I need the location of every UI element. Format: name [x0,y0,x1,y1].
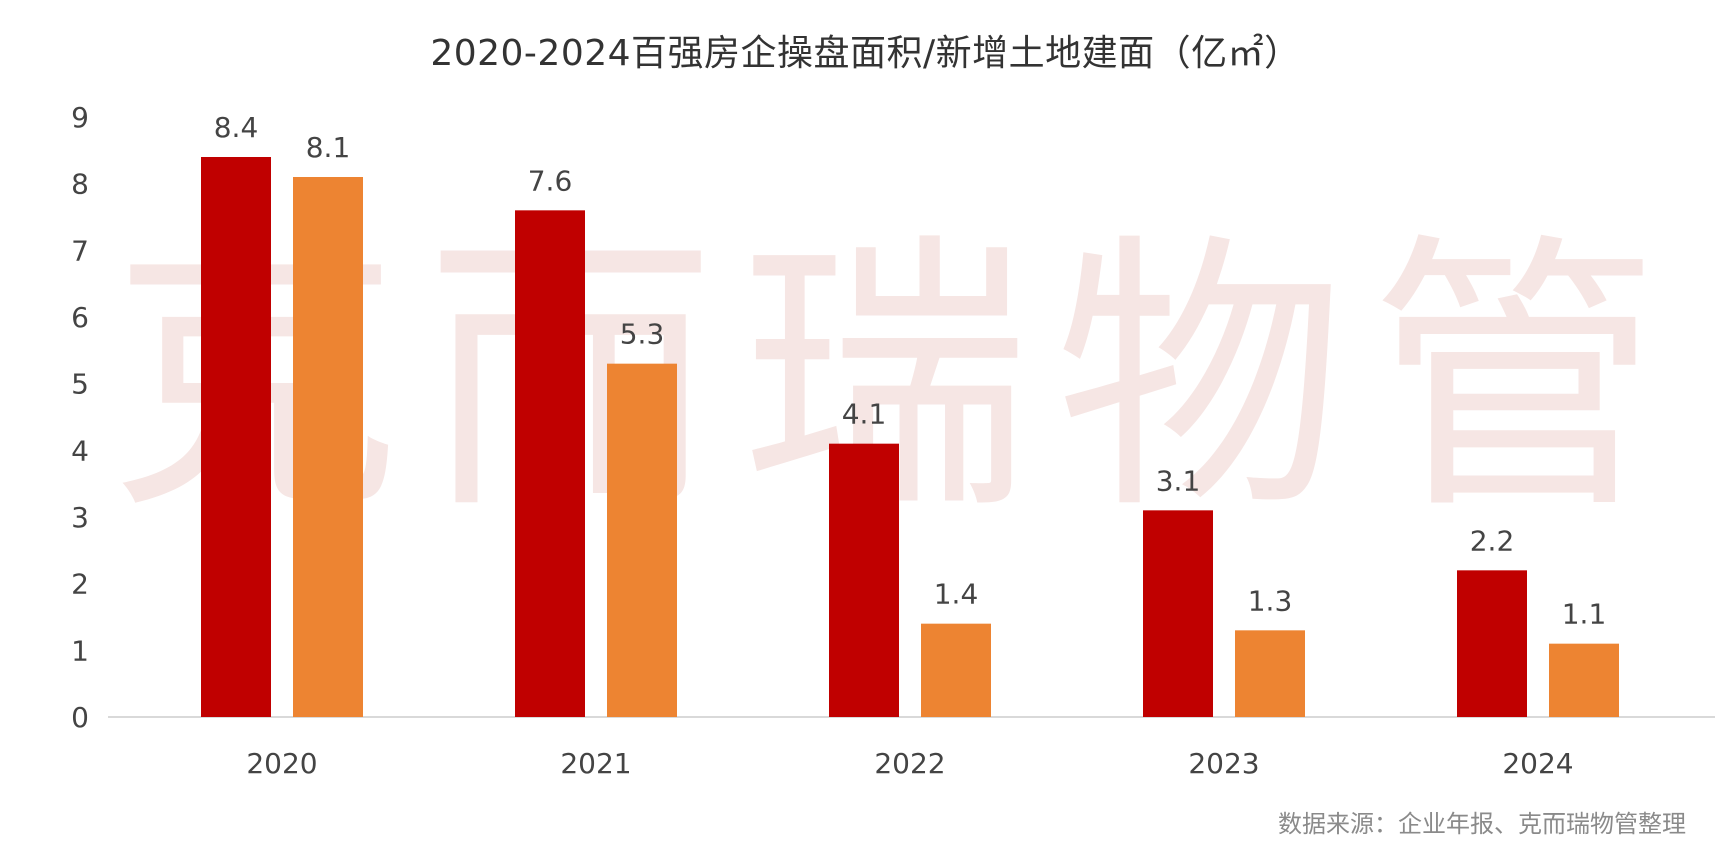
data-label: 1.3 [1248,584,1293,617]
bar-series-1 [1143,510,1213,717]
data-label: 2.2 [1470,524,1515,557]
x-tick-label: 2024 [1502,747,1573,780]
bar-series-1 [515,210,585,718]
data-label: 3.1 [1156,464,1201,497]
y-tick-label: 0 [71,701,89,734]
bar-series-2 [1549,643,1619,717]
data-label: 1.1 [1562,598,1607,631]
bar-series-1 [829,443,899,717]
y-tick-label: 6 [71,301,89,334]
y-tick-label: 4 [71,434,89,467]
bar-series-1 [1457,570,1527,717]
source-note: 数据来源：企业年报、克而瑞物管整理 [1278,810,1686,838]
y-tick-label: 2 [71,568,89,601]
bar-series-1 [201,157,271,717]
y-tick-label: 1 [71,634,89,667]
y-tick-label: 5 [71,368,89,401]
y-tick-label: 7 [71,234,89,267]
chart-title: 2020-2024百强房企操盘面积/新增土地建面（亿㎡） [430,33,1301,74]
bar-series-2 [293,177,363,717]
bar-series-2 [1235,630,1305,717]
x-tick-label: 2021 [560,747,631,780]
data-label: 1.4 [934,578,979,611]
data-label: 5.3 [620,318,665,351]
x-tick-label: 2020 [246,747,317,780]
data-label: 8.4 [214,111,259,144]
bar-series-2 [921,623,991,717]
x-tick-label: 2022 [874,747,945,780]
y-tick-label: 8 [71,168,89,201]
x-tick-label: 2023 [1188,747,1259,780]
data-label: 7.6 [528,164,573,197]
data-label: 4.1 [842,398,887,431]
bar-series-2 [607,363,677,717]
y-tick-label: 9 [71,101,89,134]
data-label: 8.1 [306,131,351,164]
y-tick-label: 3 [71,501,89,534]
